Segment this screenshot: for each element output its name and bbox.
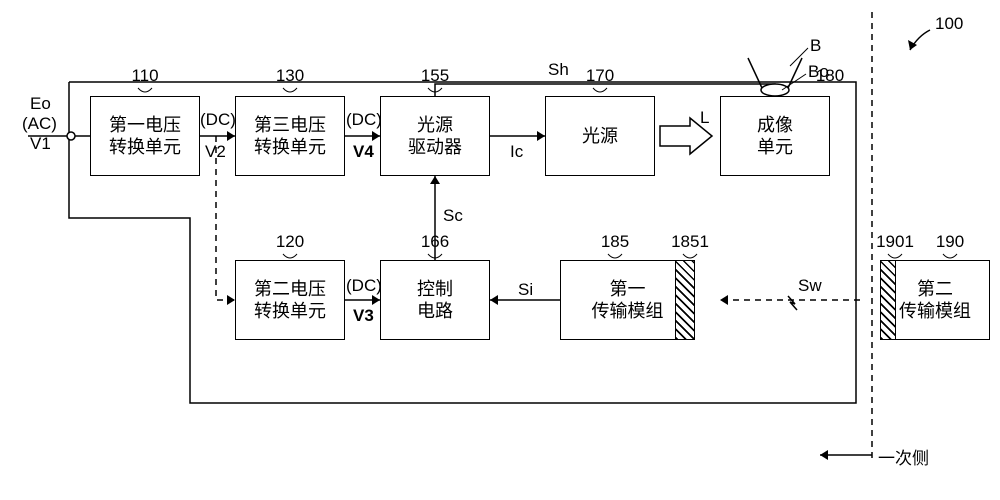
node-166: 控制电路 <box>380 260 490 340</box>
node-166-label: 控制电路 <box>417 278 453 323</box>
lbl-v2: V2 <box>205 142 226 162</box>
lbl-ic: Ic <box>510 142 523 162</box>
id-190: 190 <box>936 232 964 252</box>
lbl-v4: V4 <box>353 142 374 162</box>
diagram-canvas: 第一电压转换单元 第三电压转换单元 光源驱动器 光源 成像单元 第二电压转换单元… <box>0 0 1000 500</box>
lbl-v3: V3 <box>353 306 374 326</box>
lbl-l: L <box>700 108 709 128</box>
id-185: 185 <box>601 232 629 252</box>
node-155: 光源驱动器 <box>380 96 490 176</box>
lbl-v1: V1 <box>30 134 51 154</box>
node-180: 成像单元 <box>720 96 830 176</box>
id-166: 166 <box>421 232 449 252</box>
lbl-sc: Sc <box>443 206 463 226</box>
node-180-label: 成像单元 <box>757 114 793 159</box>
node-170: 光源 <box>545 96 655 176</box>
lbl-dc2: (DC) <box>346 110 382 130</box>
id-120: 120 <box>276 232 304 252</box>
lbl-dc1: (DC) <box>200 110 236 130</box>
node-170-label: 光源 <box>582 125 618 148</box>
node-155-label: 光源驱动器 <box>408 114 462 159</box>
lbl-100: 100 <box>935 14 963 34</box>
node-185-label: 第一传输模组 <box>592 278 664 323</box>
node-185-hatch <box>675 260 695 340</box>
node-120-label: 第二电压转换单元 <box>254 278 326 323</box>
id-1851: 1851 <box>671 232 709 252</box>
node-130: 第三电压转换单元 <box>235 96 345 176</box>
node-110: 第一电压转换单元 <box>90 96 200 176</box>
node-190-label: 第二传输模组 <box>899 278 971 323</box>
node-130-label: 第三电压转换单元 <box>254 114 326 159</box>
lbl-dc3: (DC) <box>346 276 382 296</box>
id-170: 170 <box>586 66 614 86</box>
lbl-bo: Bo <box>808 62 829 82</box>
lbl-si: Si <box>518 280 533 300</box>
lbl-primary-side: 一次侧 <box>878 444 929 469</box>
node-110-label: 第一电压转换单元 <box>109 114 181 159</box>
lbl-sh: Sh <box>548 60 569 80</box>
lbl-eo: Eo <box>30 94 51 114</box>
lbl-ac: (AC) <box>22 114 57 134</box>
node-190: 第二传输模组 <box>880 260 990 340</box>
node-190-hatch <box>880 260 896 340</box>
id-1901: 1901 <box>876 232 914 252</box>
lbl-sw: Sw <box>798 276 822 296</box>
id-110: 110 <box>131 66 158 86</box>
id-130: 130 <box>276 66 304 86</box>
id-155: 155 <box>421 66 449 86</box>
lbl-b: B <box>810 36 821 56</box>
node-120: 第二电压转换单元 <box>235 260 345 340</box>
